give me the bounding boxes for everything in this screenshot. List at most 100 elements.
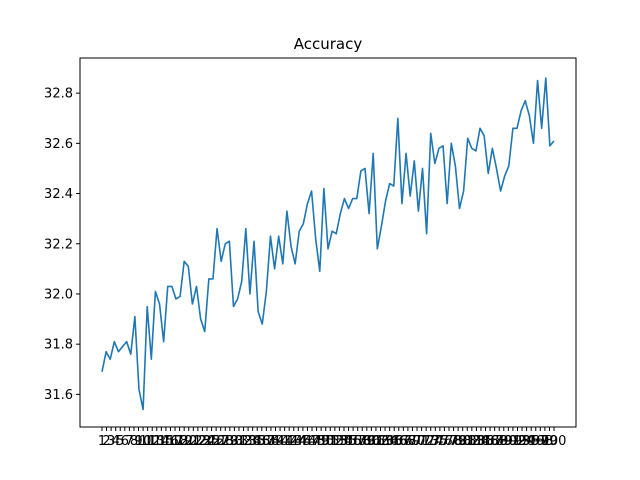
x-tick-label: 11 [139, 434, 156, 449]
x-tick-label: 79 [450, 434, 467, 449]
x-tick-label: 52 [327, 434, 344, 449]
x-tick-label: 98 [537, 434, 554, 449]
x-tick-label: 80 [454, 434, 471, 449]
x-tick-label: 44 [290, 434, 307, 449]
y-tick-label: 32.4 [44, 187, 73, 202]
x-tick-label: 56 [345, 434, 362, 449]
accuracy-series-line [101, 77, 555, 411]
x-tick-label: 78 [445, 434, 462, 449]
x-tick-label: 41 [276, 434, 293, 449]
x-tick-label: 14 [153, 434, 170, 449]
x-tick-label: 47 [304, 434, 321, 449]
x-tick-label: 51 [322, 434, 339, 449]
x-tick-label: 75 [432, 434, 449, 449]
x-tick-label: 76 [436, 434, 453, 449]
x-axis-ticks: 1234567891011121314151617181920212223242… [98, 427, 567, 449]
x-tick-label: 10 [135, 434, 152, 449]
x-tick-label: 65 [386, 434, 403, 449]
x-tick-label: 66 [390, 434, 407, 449]
x-tick-label: 95 [523, 434, 540, 449]
x-tick-label: 6 [121, 434, 129, 449]
x-tick-label: 71 [413, 434, 430, 449]
x-tick-label: 39 [267, 434, 284, 449]
x-tick-label: 27 [212, 434, 229, 449]
x-tick-label: 3 [107, 434, 115, 449]
x-tick-label: 53 [331, 434, 348, 449]
x-tick-label: 70 [409, 434, 426, 449]
y-tick-label: 32.6 [44, 137, 73, 152]
x-tick-label: 40 [272, 434, 289, 449]
x-tick-label: 72 [418, 434, 435, 449]
x-tick-label: 82 [464, 434, 481, 449]
x-tick-label: 23 [194, 434, 211, 449]
x-tick-label: 61 [368, 434, 385, 449]
x-tick-label: 18 [171, 434, 188, 449]
x-tick-label: 63 [377, 434, 394, 449]
chart-title: Accuracy [294, 35, 363, 53]
x-tick-label: 16 [162, 434, 179, 449]
x-tick-label: 4 [112, 434, 120, 449]
x-tick-label: 13 [149, 434, 166, 449]
x-tick-label: 22 [190, 434, 207, 449]
x-tick-label: 30 [226, 434, 243, 449]
x-tick-label: 32 [235, 434, 252, 449]
x-tick-label: 94 [518, 434, 535, 449]
x-tick-label: 8 [130, 434, 138, 449]
x-tick-label: 31 [231, 434, 248, 449]
x-tick-label: 77 [441, 434, 458, 449]
x-tick-label: 25 [203, 434, 220, 449]
x-tick-label: 29 [222, 434, 239, 449]
x-tick-label: 21 [185, 434, 202, 449]
x-tick-label: 89 [496, 434, 513, 449]
x-tick-label: 84 [473, 434, 490, 449]
x-tick-label: 15 [158, 434, 175, 449]
x-tick-label: 74 [427, 434, 444, 449]
x-tick-label: 2 [102, 434, 110, 449]
x-tick-label: 58 [354, 434, 371, 449]
x-tick-label: 9 [134, 434, 142, 449]
x-tick-label: 90 [500, 434, 517, 449]
x-tick-label: 24 [199, 434, 216, 449]
x-tick-label: 42 [281, 434, 298, 449]
x-tick-label: 28 [217, 434, 234, 449]
y-tick-label: 32.8 [44, 87, 73, 102]
x-tick-label: 60 [363, 434, 380, 449]
x-tick-label: 50 [317, 434, 334, 449]
y-tick-label: 31.6 [44, 388, 73, 403]
y-tick-label: 31.8 [44, 338, 73, 353]
x-tick-label: 69 [404, 434, 421, 449]
x-tick-label: 34 [244, 434, 261, 449]
x-tick-label: 45 [295, 434, 312, 449]
x-tick-label: 100 [542, 434, 567, 449]
x-tick-label: 62 [372, 434, 389, 449]
x-tick-label: 49 [313, 434, 330, 449]
x-tick-label: 35 [249, 434, 266, 449]
y-tick-label: 32.0 [44, 287, 73, 302]
x-tick-label: 73 [422, 434, 439, 449]
x-tick-label: 54 [336, 434, 353, 449]
plot-frame [79, 57, 577, 428]
x-tick-label: 67 [395, 434, 412, 449]
x-tick-label: 43 [285, 434, 302, 449]
x-tick-label: 97 [532, 434, 549, 449]
x-tick-label: 36 [254, 434, 271, 449]
x-tick-label: 91 [505, 434, 522, 449]
x-tick-label: 83 [468, 434, 485, 449]
x-tick-label: 96 [527, 434, 544, 449]
x-tick-label: 85 [477, 434, 494, 449]
x-tick-label: 81 [459, 434, 476, 449]
x-tick-label: 17 [167, 434, 184, 449]
x-tick-label: 1 [98, 434, 106, 449]
x-tick-label: 88 [491, 434, 508, 449]
x-tick-label: 33 [240, 434, 257, 449]
y-axis-ticks: 31.6 31.8 32.0 32.2 32.4 32.6 32.8 [44, 87, 80, 403]
x-tick-label: 55 [340, 434, 357, 449]
x-tick-label: 59 [359, 434, 376, 449]
x-tick-label: 38 [263, 434, 280, 449]
x-tick-label: 37 [258, 434, 275, 449]
x-tick-label: 48 [308, 434, 325, 449]
x-tick-label: 64 [381, 434, 398, 449]
x-tick-label: 57 [349, 434, 366, 449]
x-tick-label: 93 [514, 434, 531, 449]
